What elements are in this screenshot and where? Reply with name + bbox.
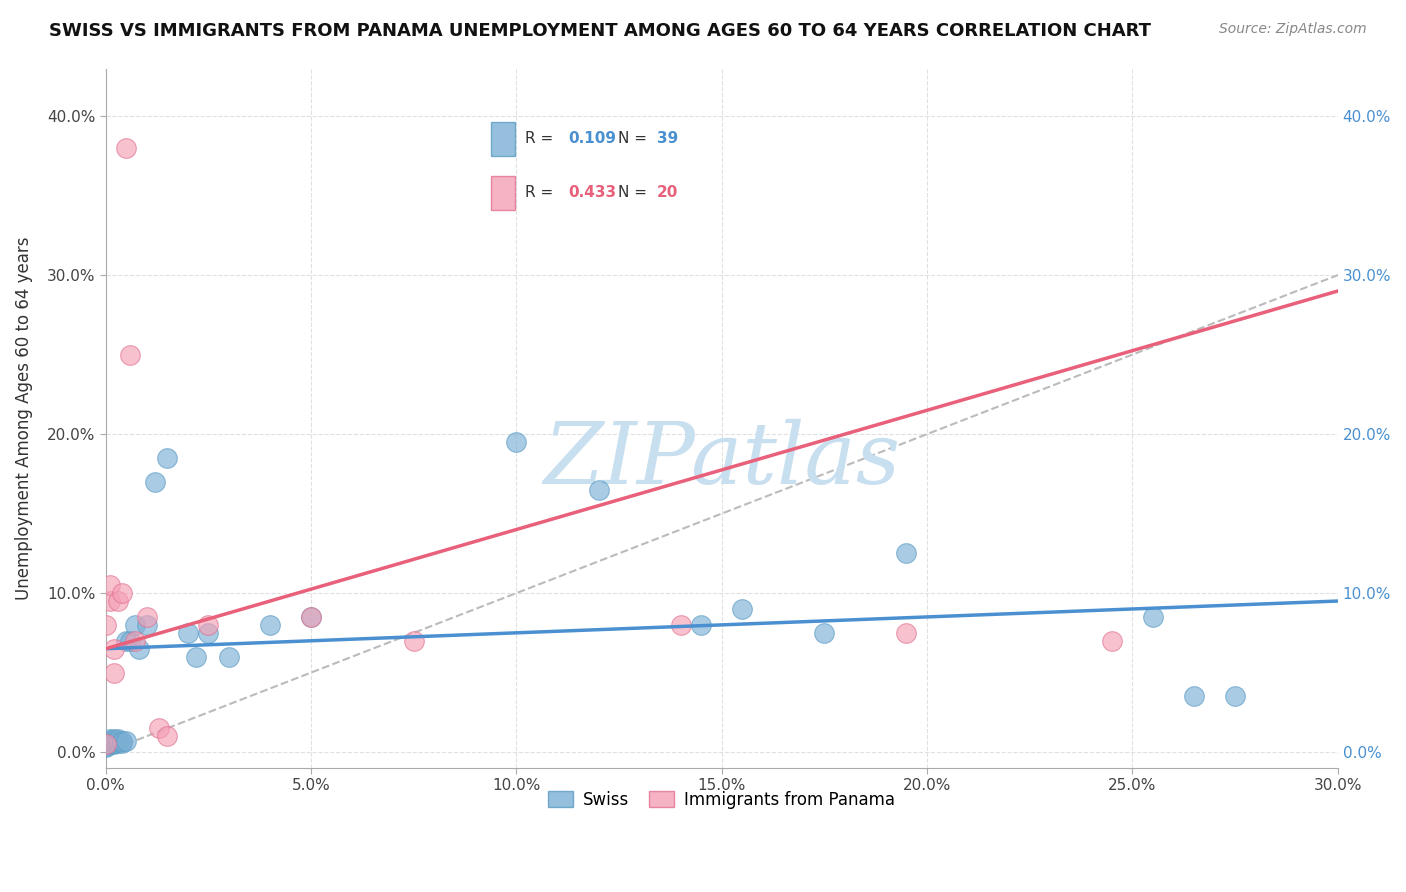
Point xyxy=(588,483,610,497)
Point xyxy=(143,475,166,489)
Point xyxy=(1101,633,1123,648)
Point xyxy=(120,633,142,648)
Point xyxy=(111,586,134,600)
Point xyxy=(94,737,117,751)
Text: Source: ZipAtlas.com: Source: ZipAtlas.com xyxy=(1219,22,1367,37)
Point xyxy=(98,737,121,751)
Text: SWISS VS IMMIGRANTS FROM PANAMA UNEMPLOYMENT AMONG AGES 60 TO 64 YEARS CORRELATI: SWISS VS IMMIGRANTS FROM PANAMA UNEMPLOY… xyxy=(49,22,1152,40)
Point xyxy=(103,735,125,749)
Point xyxy=(94,737,117,751)
Point xyxy=(402,633,425,648)
Point xyxy=(98,594,121,608)
Point xyxy=(115,633,138,648)
Point xyxy=(107,594,129,608)
Point xyxy=(98,578,121,592)
Point xyxy=(115,141,138,155)
Point xyxy=(111,734,134,748)
Point xyxy=(103,734,125,748)
Point xyxy=(107,732,129,747)
Point xyxy=(103,641,125,656)
Point xyxy=(111,735,134,749)
Point xyxy=(156,450,179,465)
Point xyxy=(1223,690,1246,704)
Point xyxy=(690,618,713,632)
Point xyxy=(98,732,121,747)
Legend: Swiss, Immigrants from Panama: Swiss, Immigrants from Panama xyxy=(541,784,903,815)
Point xyxy=(731,602,754,616)
Point xyxy=(135,618,157,632)
Point xyxy=(128,641,150,656)
Point xyxy=(98,735,121,749)
Point xyxy=(218,649,240,664)
Point xyxy=(94,740,117,755)
Point xyxy=(94,739,117,753)
Point xyxy=(197,625,219,640)
Point xyxy=(1182,690,1205,704)
Point xyxy=(813,625,835,640)
Point xyxy=(115,734,138,748)
Point xyxy=(103,737,125,751)
Point xyxy=(103,665,125,680)
Point xyxy=(1142,610,1164,624)
Point xyxy=(177,625,200,640)
Text: ZIPatlas: ZIPatlas xyxy=(543,419,900,501)
Point xyxy=(107,735,129,749)
Point xyxy=(896,625,918,640)
Point xyxy=(107,734,129,748)
Point xyxy=(299,610,322,624)
Point xyxy=(669,618,692,632)
Point xyxy=(259,618,281,632)
Point xyxy=(896,546,918,560)
Point xyxy=(197,618,219,632)
Point xyxy=(505,435,527,450)
Point xyxy=(98,734,121,748)
Point xyxy=(135,610,157,624)
Y-axis label: Unemployment Among Ages 60 to 64 years: Unemployment Among Ages 60 to 64 years xyxy=(15,236,32,600)
Point xyxy=(148,721,170,735)
Point xyxy=(156,729,179,743)
Point xyxy=(299,610,322,624)
Point xyxy=(124,633,146,648)
Point xyxy=(124,618,146,632)
Point xyxy=(120,348,142,362)
Point xyxy=(94,618,117,632)
Point xyxy=(103,732,125,747)
Point xyxy=(186,649,208,664)
